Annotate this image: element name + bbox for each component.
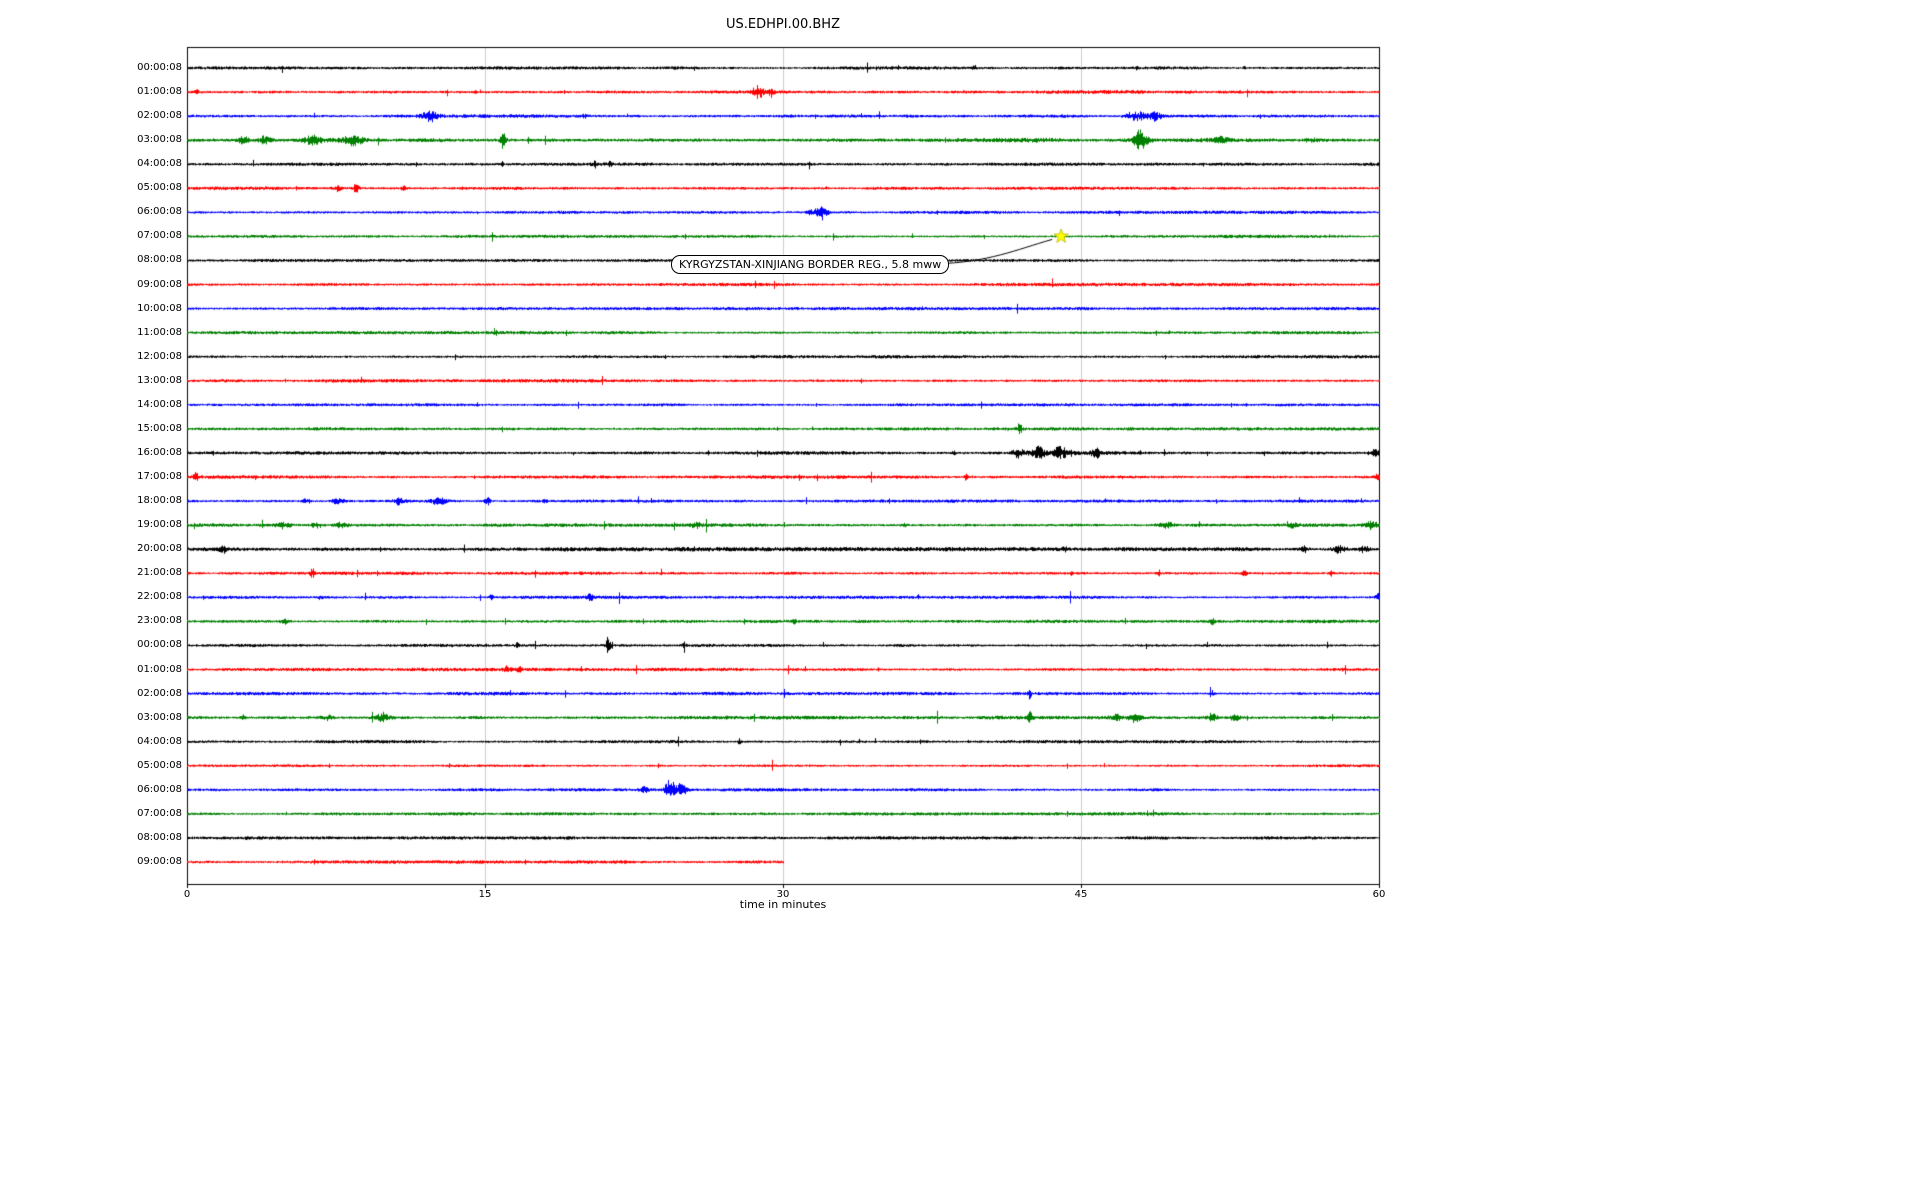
trace-time-label: 07:00:08 bbox=[137, 807, 182, 819]
trace-time-label: 05:00:08 bbox=[137, 759, 182, 771]
trace-time-label: 16:00:08 bbox=[137, 446, 182, 458]
trace-time-label: 19:00:08 bbox=[137, 519, 182, 531]
trace-time-label: 06:00:08 bbox=[137, 206, 182, 218]
trace-time-label: 07:00:08 bbox=[137, 230, 182, 242]
trace-time-label: 02:00:08 bbox=[137, 110, 182, 122]
event-annotation: KYRGYZSTAN-XINJIANG BORDER REG., 5.8 mww bbox=[671, 255, 950, 274]
trace-time-label: 01:00:08 bbox=[137, 663, 182, 675]
x-axis-tick-label: 30 bbox=[776, 889, 790, 900]
trace-time-label: 20:00:08 bbox=[137, 543, 182, 555]
trace-time-label: 03:00:08 bbox=[137, 711, 182, 723]
trace-time-label: 04:00:08 bbox=[137, 158, 182, 170]
trace-time-label: 08:00:08 bbox=[137, 254, 182, 266]
x-axis-tick-label: 60 bbox=[1372, 889, 1386, 900]
trace-time-label: 00:00:08 bbox=[137, 639, 182, 651]
trace-time-label: 21:00:08 bbox=[137, 567, 182, 579]
trace-time-label: 11:00:08 bbox=[137, 326, 182, 338]
trace-time-label: 10:00:08 bbox=[137, 302, 182, 314]
trace-time-label: 05:00:08 bbox=[137, 182, 182, 194]
trace-time-label: 12:00:08 bbox=[137, 350, 182, 362]
trace-time-label: 14:00:08 bbox=[137, 398, 182, 410]
trace-time-label: 01:00:08 bbox=[137, 86, 182, 98]
x-axis-tick-label: 0 bbox=[183, 889, 191, 900]
trace-time-label: 08:00:08 bbox=[137, 831, 182, 843]
trace-time-label: 00:00:08 bbox=[137, 62, 182, 73]
trace-time-label: 03:00:08 bbox=[137, 134, 182, 146]
trace-time-label: 06:00:08 bbox=[137, 783, 182, 795]
trace-time-label: 18:00:08 bbox=[137, 495, 182, 507]
x-axis-tick-label: 45 bbox=[1074, 889, 1088, 900]
trace-time-label: 22:00:08 bbox=[137, 591, 182, 603]
trace-time-label: 17:00:08 bbox=[137, 471, 182, 483]
trace-time-label: 04:00:08 bbox=[137, 735, 182, 747]
trace-time-label: 02:00:08 bbox=[137, 687, 182, 699]
trace-time-label: 23:00:08 bbox=[137, 615, 182, 627]
x-axis-tick-label: 15 bbox=[478, 889, 492, 900]
trace-time-label: 09:00:08 bbox=[137, 856, 182, 867]
trace-time-label: 15:00:08 bbox=[137, 422, 182, 434]
trace-time-label: 09:00:08 bbox=[137, 278, 182, 290]
trace-time-label: 13:00:08 bbox=[137, 374, 182, 386]
x-axis-label: time in minutes bbox=[739, 898, 827, 911]
